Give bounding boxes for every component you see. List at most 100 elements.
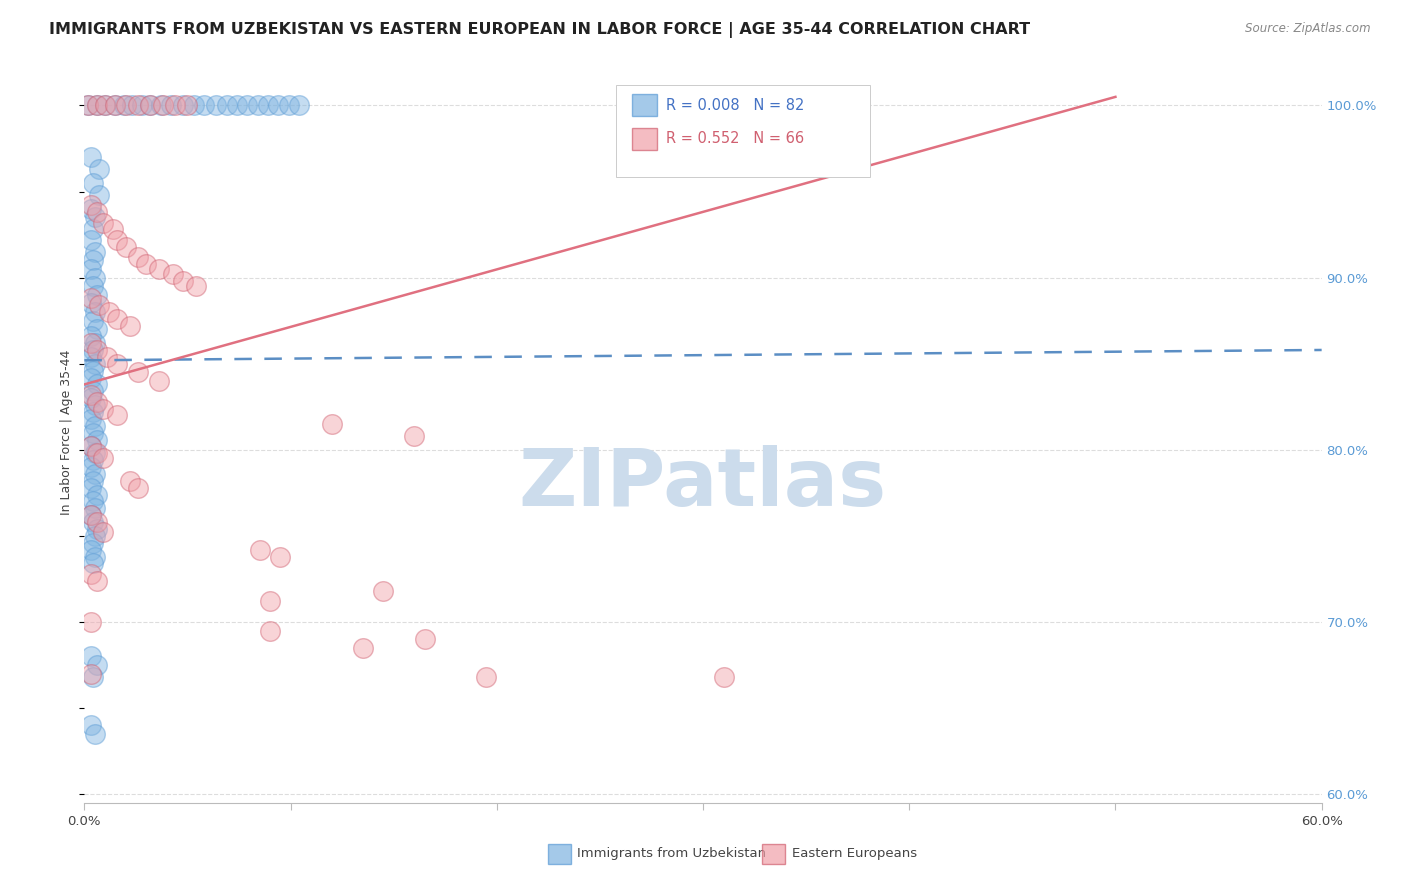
Point (86, 487, 108, 501)
Point (86, 433, 108, 447)
Point (82, 453, 104, 467)
Point (82, 279, 104, 293)
Text: R = 0.552   N = 66: R = 0.552 N = 66 (666, 131, 804, 146)
Point (83, 211, 105, 225)
Point (86, 322, 108, 336)
Point (172, 274, 194, 288)
Point (91, 401, 114, 416)
FancyBboxPatch shape (633, 95, 657, 117)
Point (79, 439, 101, 453)
Point (82, 405, 104, 419)
Point (82, 176, 104, 190)
Point (79, 388, 101, 402)
Point (79, 202, 101, 216)
Point (103, 222, 125, 236)
Point (82, 425, 104, 440)
Point (86, 446, 108, 460)
Point (79, 329, 101, 343)
Point (193, 98, 215, 112)
Point (86, 522, 108, 536)
Point (152, 98, 174, 112)
Point (148, 262, 170, 277)
Point (259, 624, 281, 638)
Point (79, 566, 101, 581)
Point (321, 417, 343, 431)
Point (86, 205, 108, 219)
Point (105, 357, 128, 371)
Point (83, 529, 105, 543)
Point (86, 288, 108, 302)
Point (86, 394, 108, 409)
Point (91, 525, 114, 540)
Point (87, 162, 110, 177)
Point (413, 632, 436, 647)
Point (94, 98, 117, 112)
Point (79, 198, 101, 212)
Point (373, 584, 395, 599)
Point (79, 296, 101, 310)
Text: ZIPatlas: ZIPatlas (519, 445, 887, 524)
Point (226, 98, 249, 112)
Point (176, 98, 198, 112)
Point (79, 350, 101, 364)
Point (79, 718, 101, 732)
Point (82, 557, 104, 571)
Point (149, 98, 172, 112)
Point (96, 350, 118, 364)
Point (82, 253, 104, 268)
Point (114, 98, 136, 112)
Point (205, 98, 228, 112)
Point (127, 365, 149, 379)
Point (127, 481, 149, 495)
Point (269, 549, 291, 564)
Point (83, 418, 105, 433)
Point (475, 670, 498, 684)
Text: Immigrants from Uzbekistan: Immigrants from Uzbekistan (576, 847, 766, 861)
Text: Source: ZipAtlas.com: Source: ZipAtlas.com (1246, 22, 1371, 36)
Point (184, 279, 207, 293)
Point (83, 727, 105, 741)
Point (148, 374, 170, 388)
Point (87, 298, 110, 312)
Point (236, 98, 259, 112)
Point (104, 98, 127, 112)
Point (139, 98, 162, 112)
Point (83, 501, 105, 516)
Point (162, 267, 184, 281)
Point (79, 460, 101, 475)
Text: R = 0.008   N = 82: R = 0.008 N = 82 (666, 98, 804, 113)
Point (83, 270, 105, 285)
Point (112, 98, 135, 112)
Point (82, 222, 104, 236)
Point (83, 305, 105, 319)
Point (82, 314, 104, 328)
Text: Eastern Europeans: Eastern Europeans (792, 847, 917, 861)
Point (86, 343, 108, 357)
Point (105, 409, 128, 423)
Point (79, 291, 101, 305)
Point (83, 446, 105, 460)
Point (139, 98, 162, 112)
Point (127, 250, 149, 264)
Point (79, 150, 101, 164)
Point (79, 542, 101, 557)
Point (257, 98, 280, 112)
Point (98, 305, 121, 319)
Point (83, 357, 105, 371)
Point (79, 508, 101, 523)
Point (79, 370, 101, 384)
Point (86, 574, 108, 588)
Point (79, 508, 101, 523)
Point (79, 412, 101, 426)
Point (86, 515, 108, 529)
Point (114, 240, 136, 254)
Point (79, 233, 101, 247)
Point (79, 481, 101, 495)
Point (83, 467, 105, 481)
Point (121, 98, 143, 112)
Point (183, 98, 205, 112)
Point (118, 474, 141, 488)
Point (249, 542, 271, 557)
Point (91, 451, 114, 466)
Y-axis label: In Labor Force | Age 35-44: In Labor Force | Age 35-44 (59, 350, 73, 516)
